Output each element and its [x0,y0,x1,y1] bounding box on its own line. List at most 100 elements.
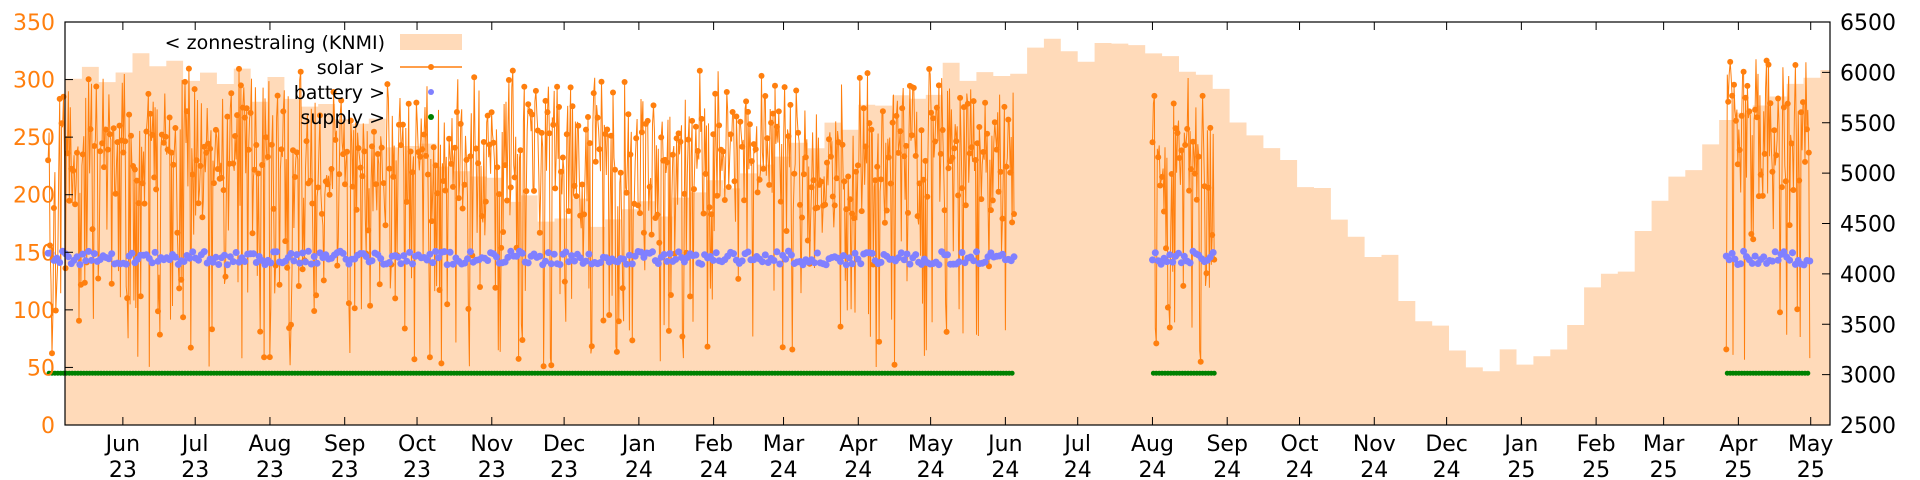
solar-point [139,180,146,187]
solar-point [883,207,890,214]
solar-point [692,123,699,130]
battery-point [88,256,95,264]
supply-series-layer [46,370,1811,376]
left-tick-label: 150 [13,241,55,266]
solar-point [47,242,53,249]
solar-series-layer [45,57,1812,370]
solar-point [762,93,769,99]
solar-point [66,197,73,204]
solar-point [1199,92,1206,99]
solar-point [1203,270,1210,277]
battery-point [550,250,558,258]
solar-point [183,108,190,115]
battery-point [787,251,795,259]
solar-point [509,67,516,74]
solar-point [1170,100,1177,107]
battery-point [582,257,590,265]
battery-point [166,256,174,264]
solar-point [1790,187,1797,193]
battery-point [877,258,885,266]
solar-point [203,149,210,156]
battery-point [770,257,778,264]
solar-point [853,168,859,175]
solar-point [583,126,589,133]
solar-point [1740,68,1747,75]
solar-point [604,126,611,133]
solar-point [155,308,161,315]
solar-point [1798,109,1805,116]
solar-point [214,166,221,172]
solar-point [500,229,507,235]
solar-point [617,169,624,176]
battery-point [970,257,978,265]
solar-point [679,333,686,340]
solar-point [1725,98,1732,105]
solar-point [1784,100,1791,107]
solar-point [687,293,694,300]
solar-point [313,292,320,299]
solar-point [737,118,744,125]
battery-point [556,261,564,268]
solar-point [519,337,526,343]
solar-point [768,119,775,126]
solar-point [502,162,509,169]
battery-point [649,248,656,256]
battery-point [845,254,853,262]
battery-point [568,252,576,260]
solar-point [498,244,505,251]
solar-point [1744,82,1751,89]
solar-point [795,129,802,136]
solar-point [293,149,300,156]
battery-point [232,249,240,256]
solar-point [608,132,615,139]
solar-point [355,145,362,152]
solar-point [868,126,875,133]
solar-point [799,214,805,221]
solar-point [261,354,268,361]
solar-point [712,90,719,97]
solar-point [914,213,921,220]
solar-point [101,164,107,171]
solar-point [980,149,987,155]
battery-point [307,260,315,268]
solar-point [843,206,850,213]
solar-point [241,114,248,121]
battery-point [900,256,908,264]
solar-point [218,174,225,181]
solar-point [708,211,715,218]
battery-point [776,260,784,268]
battery-point [446,248,454,256]
solar-point [434,190,441,197]
x-tick-label-year: 23 [478,458,506,480]
legend: < zonnestraling (KNMI) solar > battery > su… [165,32,462,129]
solar-point [257,328,264,335]
solar-point [893,112,900,119]
solar-point [594,114,601,121]
battery-point [1760,253,1768,261]
solar-point [76,317,82,324]
solar-point [829,193,836,200]
battery-point [466,248,474,256]
solar-point [145,90,152,97]
solar-point [854,162,861,169]
solar-point [995,188,1002,195]
solar-point [1780,104,1787,111]
battery-point [1774,256,1782,264]
solar-point [905,209,911,216]
solar-point [548,362,555,369]
x-tick-label-month: Apr [1719,432,1758,457]
solar-point [864,70,871,77]
battery-point [464,255,471,263]
solar-point [640,229,647,236]
solar-point [357,164,364,171]
solar-point [1736,147,1743,153]
solar-point [85,76,92,83]
x-tick-label-year: 24 [844,458,872,480]
solar-point [1748,231,1755,237]
solar-point [889,119,896,126]
solar-point [475,160,482,167]
solar-point [764,135,771,142]
battery-point [1737,260,1745,268]
solar-point [401,325,408,332]
